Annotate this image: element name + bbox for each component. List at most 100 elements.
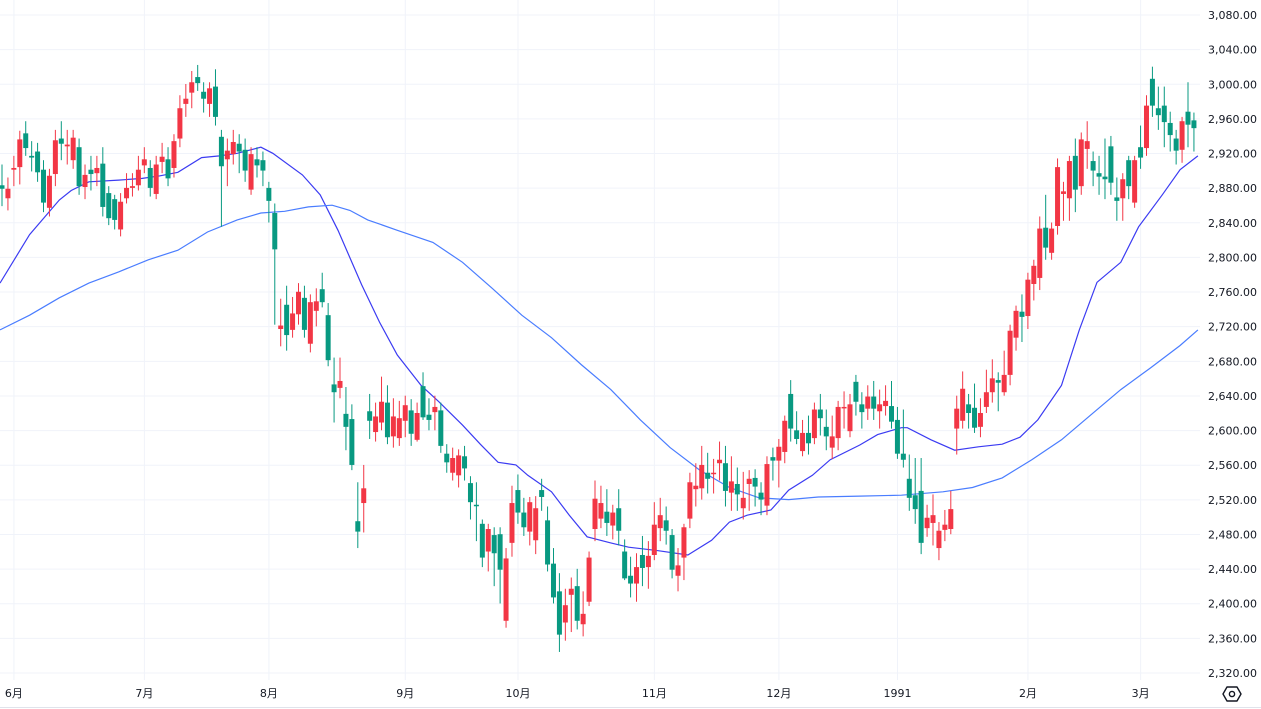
candle	[788, 380, 794, 442]
candle-body	[942, 524, 948, 530]
candle-body	[1114, 197, 1120, 201]
candle	[1007, 324, 1013, 386]
candle-body	[491, 535, 497, 554]
candle	[426, 398, 432, 431]
candle	[82, 164, 88, 200]
candle	[384, 385, 390, 445]
candle	[746, 470, 752, 511]
candle	[159, 142, 165, 174]
candle-body	[266, 187, 272, 201]
candle-body	[657, 515, 663, 529]
price-tick-label: 2,400.00	[1208, 598, 1257, 611]
candle-body	[254, 159, 260, 166]
candle-body	[693, 485, 699, 490]
candle	[467, 476, 473, 520]
candle-body	[319, 289, 325, 303]
candle	[889, 380, 894, 429]
candle-body	[645, 555, 651, 568]
candle-body	[106, 193, 112, 219]
candle-body	[639, 554, 645, 568]
candle-body	[135, 169, 141, 186]
candle	[527, 496, 533, 546]
candle-body	[687, 482, 693, 519]
candle-body	[432, 406, 438, 413]
candle	[639, 535, 645, 587]
candle	[230, 129, 236, 165]
candle-body	[159, 156, 165, 162]
candle	[841, 391, 847, 429]
candle	[224, 138, 230, 187]
candle	[5, 177, 11, 211]
candle	[1019, 294, 1025, 342]
candle	[568, 577, 574, 633]
moving-average-line-2	[0, 204, 1199, 501]
time-tick-label: 9月	[396, 687, 414, 700]
candle	[313, 288, 319, 327]
chart-settings-button[interactable]	[1221, 684, 1243, 704]
price-axis[interactable]: 3,080.00 3,040.00 3,000.00 2,960.00 2,920.00…	[1208, 9, 1257, 680]
price-tick-label: 2,920.00	[1208, 148, 1257, 161]
price-tick-label: 2,480.00	[1208, 528, 1257, 541]
candle	[242, 138, 248, 182]
candle-body	[817, 409, 823, 419]
candle	[1155, 86, 1161, 130]
candle	[610, 504, 616, 540]
candle-body	[1155, 108, 1161, 116]
candle-body	[776, 446, 782, 461]
candle	[817, 393, 823, 436]
candle-body	[35, 151, 41, 173]
candle-body	[236, 143, 242, 152]
candle-body	[379, 401, 385, 423]
candle	[966, 393, 972, 429]
candle-body	[100, 163, 106, 207]
candle	[70, 129, 76, 169]
candle-body	[539, 490, 545, 497]
candle-body	[871, 396, 877, 409]
time-axis[interactable]: 6月 7月 8月 9月 10月 11月 12月 1991 2月 3月	[5, 687, 1150, 700]
candle	[444, 444, 450, 473]
time-tick-label: 6月	[5, 687, 23, 700]
candle	[106, 186, 112, 226]
candle-body	[76, 147, 82, 187]
candle-body	[782, 420, 788, 452]
candle-body	[367, 411, 373, 421]
candle	[794, 411, 800, 445]
price-tick-label: 2,680.00	[1208, 355, 1257, 368]
candle	[900, 409, 906, 468]
candle	[574, 568, 580, 630]
candle-body	[70, 137, 76, 161]
candle-body	[17, 139, 23, 168]
candle	[390, 398, 396, 448]
candle	[604, 489, 610, 536]
candle-body	[307, 302, 313, 344]
price-tick-label: 2,720.00	[1208, 321, 1257, 334]
candle-body	[550, 563, 556, 598]
candle-body	[574, 586, 580, 621]
candle-body	[877, 404, 883, 412]
candle	[1096, 155, 1102, 195]
candle	[1102, 138, 1108, 200]
candle-body	[604, 511, 610, 523]
candle-body	[906, 478, 912, 498]
candle	[456, 449, 462, 488]
candle	[740, 471, 746, 520]
candle-body	[1167, 122, 1173, 136]
candle	[782, 415, 788, 464]
candle	[764, 456, 770, 516]
candle	[373, 402, 379, 442]
candle-body	[207, 88, 213, 104]
candle	[1132, 155, 1138, 208]
price-tick-label: 3,040.00	[1208, 44, 1257, 57]
candle	[450, 447, 456, 481]
candle-body	[29, 155, 35, 158]
candle-body	[438, 410, 444, 446]
candle	[379, 376, 385, 431]
candle-body	[1126, 160, 1132, 187]
price-tick-label: 3,080.00	[1208, 9, 1257, 22]
candle	[337, 357, 343, 399]
candle-body	[444, 453, 450, 463]
candle	[924, 504, 930, 537]
candle	[35, 142, 41, 182]
candle-body	[1161, 105, 1167, 123]
